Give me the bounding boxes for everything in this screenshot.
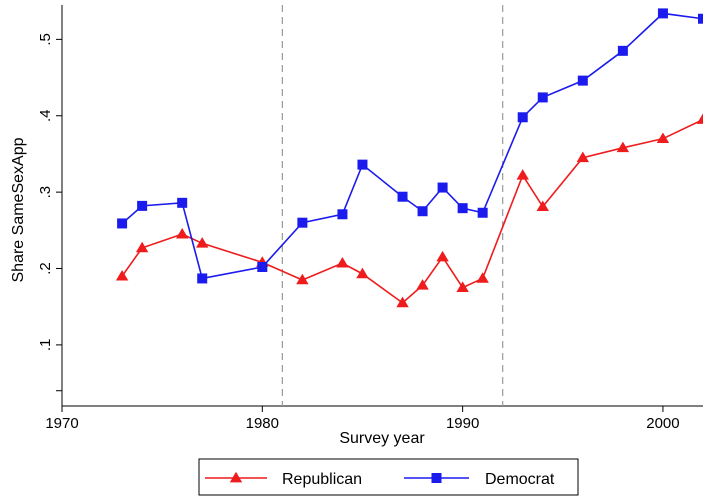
democrat-point xyxy=(297,217,308,228)
democrat-point xyxy=(397,191,408,202)
republican-line xyxy=(121,118,703,304)
republican-point xyxy=(476,272,489,283)
republican-point xyxy=(296,273,309,285)
legend-box xyxy=(198,458,579,496)
x-axis-title: Survey year xyxy=(339,430,425,447)
republican-point xyxy=(396,296,409,308)
x-axis: 1970 1980 1990 2000 xyxy=(45,406,680,432)
y-tick-label: .5 xyxy=(37,33,54,46)
republican-point xyxy=(656,132,670,144)
y-axis: .1 .2 .3 .4 .5 xyxy=(37,33,62,392)
legend-republican-marker xyxy=(229,471,243,483)
republican-point xyxy=(356,267,369,279)
plot-frame xyxy=(61,5,703,407)
democrat-point xyxy=(517,112,528,123)
republican-point xyxy=(416,279,429,290)
democrat-point xyxy=(417,206,428,217)
democrat-point xyxy=(657,8,668,19)
republican-point xyxy=(576,151,590,163)
republican-series xyxy=(115,113,703,308)
democrat-point xyxy=(197,273,208,284)
democrat-point xyxy=(257,261,268,272)
republican-point xyxy=(115,269,129,281)
x-tick-label: 1990 xyxy=(446,415,479,432)
republican-point xyxy=(175,227,189,239)
democrat-point xyxy=(577,75,588,86)
republican-point xyxy=(196,237,209,248)
democrat-point xyxy=(137,200,148,211)
republican-point xyxy=(456,281,469,292)
reference-lines xyxy=(281,5,504,406)
series-layer xyxy=(115,8,703,308)
democrat-point xyxy=(698,13,703,24)
legend: Republican Democrat xyxy=(198,458,579,496)
republican-point xyxy=(696,113,703,124)
legend-democrat-marker xyxy=(431,473,442,483)
republican-point xyxy=(536,200,549,211)
x-tick-label: 1980 xyxy=(246,415,279,432)
democrat-point xyxy=(337,209,348,220)
republican-point xyxy=(516,169,529,180)
democrat-point xyxy=(457,203,468,214)
democrat-point xyxy=(357,159,368,170)
republican-point xyxy=(135,241,149,253)
legend-democrat-label: Democrat xyxy=(485,471,555,488)
y-tick-label: .1 xyxy=(37,339,54,352)
democrat-point xyxy=(537,92,548,103)
democrat-series xyxy=(117,8,703,284)
y-tick-label: .3 xyxy=(37,186,54,199)
democrat-point xyxy=(117,218,128,229)
democrat-point xyxy=(617,45,628,56)
republican-point xyxy=(616,141,630,153)
democrat-point xyxy=(437,182,448,193)
x-tick-label: 2000 xyxy=(646,415,679,432)
democrat-point xyxy=(177,197,188,208)
y-axis-title: Share SameSexApp xyxy=(10,137,27,282)
republican-point xyxy=(436,250,449,262)
republican-point xyxy=(336,256,349,268)
democrat-point xyxy=(477,207,488,218)
y-tick-label: .4 xyxy=(37,109,54,122)
y-tick-label: .2 xyxy=(37,262,54,275)
legend-republican-label: Republican xyxy=(282,471,362,488)
x-tick-label: 1970 xyxy=(45,415,78,432)
democrat-line xyxy=(121,12,703,280)
